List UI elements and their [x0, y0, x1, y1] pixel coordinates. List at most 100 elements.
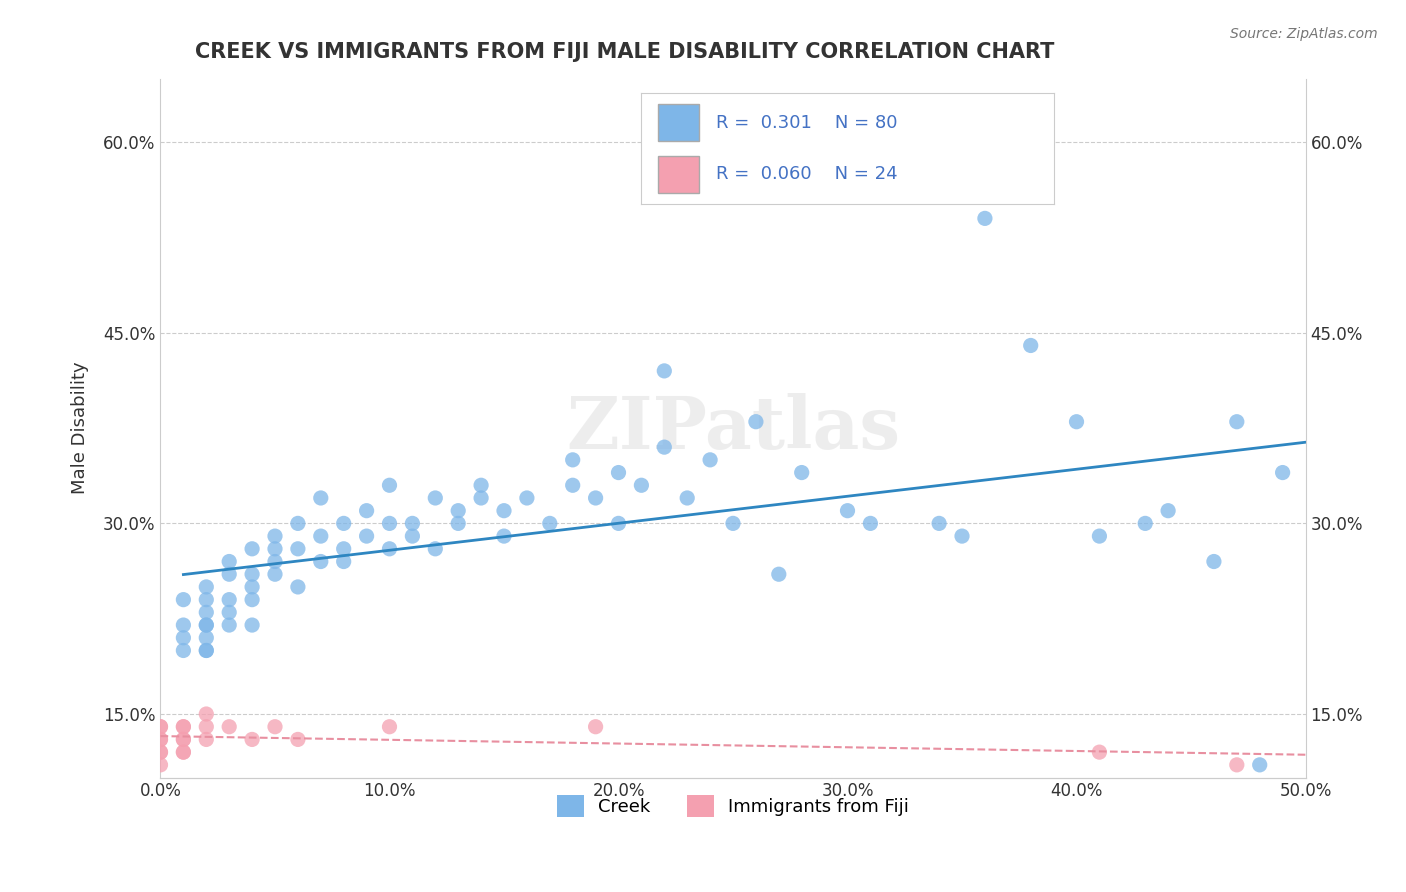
Point	[470, 491, 492, 505]
Point	[149, 732, 172, 747]
Point	[676, 491, 699, 505]
Point	[195, 706, 218, 721]
Point	[837, 504, 859, 518]
Point	[721, 516, 744, 531]
Point	[195, 605, 218, 619]
Point	[264, 555, 287, 569]
Point	[195, 732, 218, 747]
Point	[1157, 504, 1180, 518]
Point	[1249, 757, 1271, 772]
Point	[378, 478, 401, 492]
Point	[240, 618, 263, 632]
Point	[561, 453, 583, 467]
Point	[1271, 466, 1294, 480]
Point	[264, 720, 287, 734]
Point	[1088, 529, 1111, 543]
Point	[652, 440, 675, 454]
Point	[425, 491, 447, 505]
Point	[149, 732, 172, 747]
Point	[401, 516, 423, 531]
Point	[585, 720, 607, 734]
Point	[287, 541, 309, 556]
Point	[218, 592, 240, 607]
Text: CREEK VS IMMIGRANTS FROM FIJI MALE DISABILITY CORRELATION CHART: CREEK VS IMMIGRANTS FROM FIJI MALE DISAB…	[195, 42, 1054, 62]
Point	[356, 529, 378, 543]
Point	[768, 567, 790, 582]
Point	[470, 478, 492, 492]
Point	[974, 211, 997, 226]
Point	[264, 529, 287, 543]
Point	[287, 580, 309, 594]
Point	[425, 541, 447, 556]
Point	[195, 631, 218, 645]
Point	[607, 466, 630, 480]
Point	[172, 631, 194, 645]
Point	[195, 580, 218, 594]
Point	[1088, 745, 1111, 759]
Y-axis label: Male Disability: Male Disability	[72, 362, 89, 494]
Point	[1202, 555, 1225, 569]
Point	[218, 567, 240, 582]
Point	[195, 720, 218, 734]
Point	[950, 529, 973, 543]
Text: ZIPatlas: ZIPatlas	[567, 392, 900, 464]
Point	[172, 592, 194, 607]
Point	[652, 364, 675, 378]
Point	[699, 453, 721, 467]
Point	[172, 643, 194, 657]
Point	[240, 541, 263, 556]
Point	[309, 529, 332, 543]
Point	[309, 555, 332, 569]
Point	[240, 732, 263, 747]
Point	[195, 643, 218, 657]
Point	[538, 516, 561, 531]
Point	[790, 466, 813, 480]
Point	[149, 757, 172, 772]
Point	[240, 592, 263, 607]
Point	[240, 580, 263, 594]
Point	[149, 745, 172, 759]
Point	[447, 504, 470, 518]
Point	[172, 720, 194, 734]
Point	[218, 720, 240, 734]
Point	[585, 491, 607, 505]
Point	[447, 516, 470, 531]
Point	[218, 555, 240, 569]
Point	[332, 541, 354, 556]
Point	[287, 516, 309, 531]
Point	[745, 415, 768, 429]
Point	[492, 529, 515, 543]
Point	[378, 720, 401, 734]
Point	[240, 567, 263, 582]
Point	[1019, 338, 1042, 352]
Point	[1226, 415, 1249, 429]
Point	[859, 516, 882, 531]
Point	[172, 732, 194, 747]
Point	[264, 541, 287, 556]
Point	[492, 504, 515, 518]
Point	[516, 491, 538, 505]
Point	[928, 516, 950, 531]
Point	[401, 529, 423, 543]
Point	[218, 605, 240, 619]
Point	[378, 516, 401, 531]
Point	[172, 720, 194, 734]
Point	[172, 745, 194, 759]
Point	[1135, 516, 1157, 531]
Point	[1066, 415, 1088, 429]
Point	[172, 745, 194, 759]
Point	[309, 491, 332, 505]
Point	[149, 745, 172, 759]
Point	[172, 732, 194, 747]
Point	[195, 618, 218, 632]
Point	[378, 541, 401, 556]
Point	[195, 592, 218, 607]
Point	[1226, 757, 1249, 772]
Point	[195, 618, 218, 632]
Point	[287, 732, 309, 747]
Point	[264, 567, 287, 582]
Point	[607, 516, 630, 531]
Point	[561, 478, 583, 492]
Point	[332, 555, 354, 569]
Point	[630, 478, 652, 492]
